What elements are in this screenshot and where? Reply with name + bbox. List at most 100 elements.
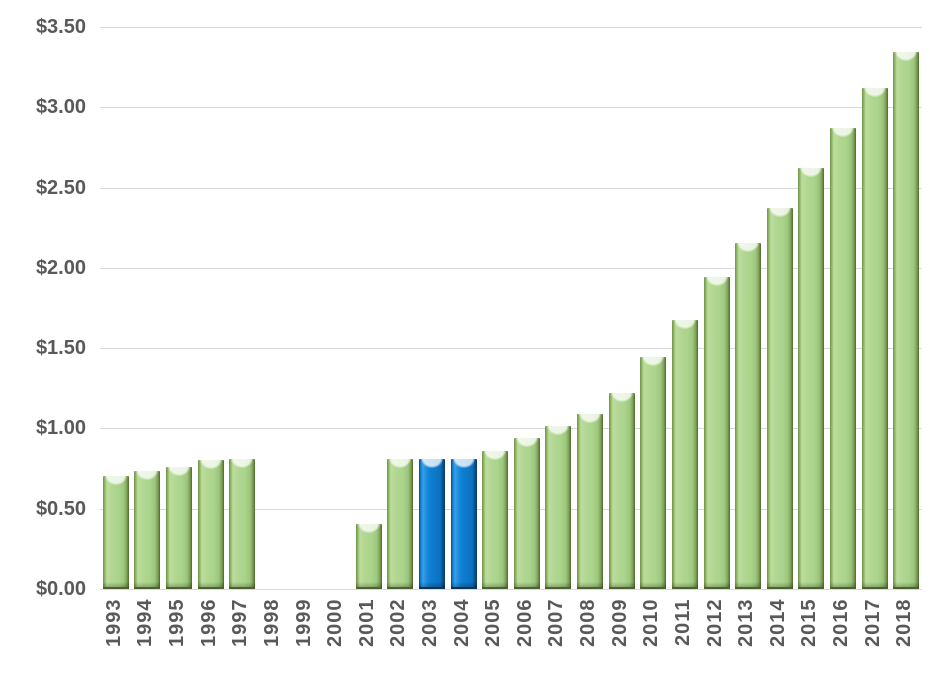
bar-2008 <box>577 413 604 589</box>
x-tick-label-2006: 2006 <box>513 599 536 648</box>
x-tick-label-2004: 2004 <box>450 599 473 648</box>
bar-bottom-shade <box>450 582 477 587</box>
x-tick-label-1995: 1995 <box>166 599 189 648</box>
x-tick-label-1999: 1999 <box>292 599 315 648</box>
gridline-0-00 <box>100 589 922 590</box>
bar-2003 <box>418 458 445 589</box>
bar-top-highlight <box>229 458 256 471</box>
bar-top-highlight <box>829 127 856 140</box>
x-tick-label-2000: 2000 <box>324 599 347 648</box>
bar-top-highlight <box>798 167 825 180</box>
x-tick-label-2015: 2015 <box>798 599 821 648</box>
y-tick-label: $3.50 <box>35 16 86 38</box>
x-tick-label-2016: 2016 <box>829 599 852 648</box>
gridline-1-00 <box>100 428 922 430</box>
bar-top-highlight <box>703 277 730 290</box>
x-tick-label-1998: 1998 <box>260 599 283 648</box>
bar-bottom-shade <box>229 582 256 587</box>
bar-top-highlight <box>893 52 920 65</box>
bar-bottom-shade <box>545 582 572 587</box>
bar-bottom-shade <box>102 582 129 587</box>
bar-bottom-shade <box>861 582 888 587</box>
bar-2002 <box>387 458 414 589</box>
bar-bottom-shade <box>513 582 540 587</box>
x-tick-label-2012: 2012 <box>703 599 726 648</box>
bar-2016 <box>829 127 856 589</box>
bar-1994 <box>134 471 161 589</box>
gridline-2-00 <box>100 267 922 269</box>
x-tick-label-2017: 2017 <box>861 599 884 648</box>
bar-1995 <box>166 466 193 589</box>
y-tick-label: $2.50 <box>35 176 86 199</box>
y-tick-label: $1.00 <box>35 417 86 440</box>
bar-bottom-shade <box>671 582 698 587</box>
bar-top-highlight <box>861 87 888 100</box>
bar-top-highlight <box>355 524 382 537</box>
bar-top-highlight <box>166 466 193 479</box>
bar-top-highlight <box>735 243 762 256</box>
bar-1997 <box>229 458 256 589</box>
y-tick-label: $0.00 <box>35 578 86 600</box>
bar-bottom-shade <box>197 582 224 587</box>
bar-bottom-shade <box>418 582 445 587</box>
plot-area <box>100 27 922 590</box>
gridline-3-00 <box>100 107 922 109</box>
bar-top-highlight <box>134 471 161 484</box>
y-tick-label: $0.50 <box>35 497 86 520</box>
bar-2018 <box>893 52 920 589</box>
x-tick-label-2007: 2007 <box>545 599 568 648</box>
bar-1993 <box>102 476 129 589</box>
bar-top-highlight <box>671 320 698 333</box>
y-tick-label: $1.50 <box>35 337 86 360</box>
bar-2011 <box>671 320 698 589</box>
bar-top-highlight <box>450 458 477 471</box>
bar-top-highlight <box>418 458 445 471</box>
x-tick-label-2003: 2003 <box>418 599 441 648</box>
bar-top-highlight <box>513 437 540 450</box>
bar-bottom-shade <box>766 582 793 587</box>
bar-bottom-shade <box>387 582 414 587</box>
x-tick-label-1997: 1997 <box>229 599 252 648</box>
bar-2014 <box>766 208 793 589</box>
x-tick-label-2002: 2002 <box>387 599 410 648</box>
bar-bottom-shade <box>577 582 604 587</box>
bar-2009 <box>608 392 635 589</box>
gridline-1-50 <box>100 348 922 350</box>
bar-2005 <box>482 450 509 589</box>
bar-top-highlight <box>197 460 224 473</box>
bar-bottom-shade <box>798 582 825 587</box>
bar-bottom-shade <box>166 582 193 587</box>
x-tick-label-2014: 2014 <box>766 599 789 648</box>
bar-bottom-shade <box>829 582 856 587</box>
bar-2010 <box>640 357 667 589</box>
y-tick-label: $2.00 <box>35 256 86 279</box>
bar-2012 <box>703 277 730 589</box>
x-tick-label-2008: 2008 <box>577 599 600 648</box>
bar-bottom-shade <box>703 582 730 587</box>
bar-top-highlight <box>640 357 667 370</box>
x-tick-label-2009: 2009 <box>608 599 631 648</box>
x-tick-label-1993: 1993 <box>102 599 125 648</box>
bar-2001 <box>355 524 382 589</box>
x-tick-label-2010: 2010 <box>640 599 663 648</box>
bar-2004 <box>450 458 477 589</box>
gridline-0-50 <box>100 508 922 510</box>
x-tick-label-2001: 2001 <box>355 599 378 648</box>
y-tick-label: $3.00 <box>35 96 86 119</box>
bar-bottom-shade <box>893 582 920 587</box>
bar-2015 <box>798 167 825 589</box>
x-tick-label-2005: 2005 <box>482 599 505 648</box>
bar-2017 <box>861 87 888 589</box>
bar-bottom-shade <box>640 582 667 587</box>
bar-bottom-shade <box>735 582 762 587</box>
x-tick-label-1996: 1996 <box>197 599 220 648</box>
bar-2013 <box>735 243 762 589</box>
bar-2007 <box>545 426 572 589</box>
bar-top-highlight <box>766 208 793 221</box>
gridline-3-50 <box>100 27 922 28</box>
bar-top-highlight <box>577 413 604 426</box>
bar-bottom-shade <box>608 582 635 587</box>
gridline-2-50 <box>100 187 922 189</box>
bar-top-highlight <box>608 392 635 405</box>
